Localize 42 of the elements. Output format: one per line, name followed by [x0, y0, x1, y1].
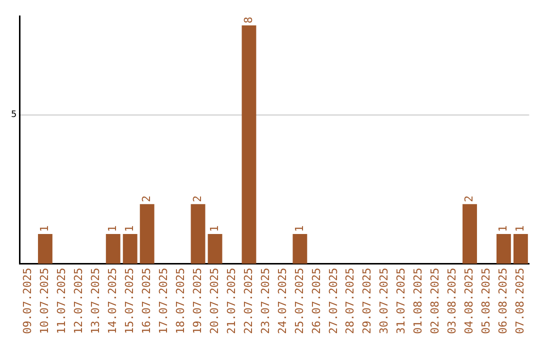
- x-tick-label: 24.07.2025: [276, 268, 289, 334]
- x-tick-label: 18.07.2025: [174, 268, 187, 334]
- x-tick-label: 05.08.2025: [480, 268, 493, 334]
- data-label: 2: [462, 196, 476, 202]
- x-tick-label: 14.07.2025: [106, 268, 119, 334]
- data-label: 2: [190, 196, 204, 202]
- x-tick-label: 01.08.2025: [412, 268, 425, 334]
- x-tick-label: 23.07.2025: [258, 268, 272, 334]
- x-tick-label: 17.07.2025: [156, 268, 170, 334]
- x-tick-label: 03.08.2025: [446, 268, 459, 334]
- data-label: 8: [242, 16, 255, 24]
- y-tick-label: 5: [10, 110, 17, 120]
- data-label: 1: [208, 225, 221, 232]
- x-tick-label: 25.07.2025: [292, 268, 306, 334]
- x-tick-label: 31.07.2025: [394, 268, 408, 334]
- x-tick-label: 30.07.2025: [378, 268, 391, 334]
- x-tick-label: 12.07.2025: [72, 268, 86, 334]
- data-label: 1: [514, 225, 527, 232]
- x-tick-label: 21.07.2025: [224, 268, 238, 334]
- x-tick-label: 11.07.2025: [55, 268, 68, 334]
- data-label: 1: [292, 225, 306, 232]
- x-tick-label: 10.07.2025: [38, 268, 52, 334]
- x-tick-label: 27.07.2025: [326, 268, 340, 334]
- x-tick-label: 22.07.2025: [242, 268, 255, 334]
- x-tick-label: 04.08.2025: [462, 268, 476, 334]
- x-tick-label: 02.08.2025: [428, 268, 442, 334]
- data-label: 1: [122, 225, 136, 232]
- x-tick-label: 09.07.2025: [21, 268, 34, 334]
- data-label: 1: [106, 225, 119, 232]
- x-tick-label: 28.07.2025: [344, 268, 357, 334]
- x-tick-label: 16.07.2025: [140, 268, 153, 334]
- x-tick-label: 15.07.2025: [122, 268, 136, 334]
- x-tick-label: 19.07.2025: [190, 268, 204, 334]
- x-tick-label: 29.07.2025: [360, 268, 374, 334]
- x-tick-label: 06.08.2025: [496, 268, 510, 334]
- x-tick-label: 20.07.2025: [208, 268, 221, 334]
- x-tick-label: 07.08.2025: [514, 268, 527, 334]
- data-label: 1: [38, 225, 52, 232]
- x-tick-label: 13.07.2025: [89, 268, 102, 334]
- data-label: 1: [496, 225, 510, 232]
- data-label: 2: [140, 196, 153, 202]
- x-tick-label: 26.07.2025: [310, 268, 323, 334]
